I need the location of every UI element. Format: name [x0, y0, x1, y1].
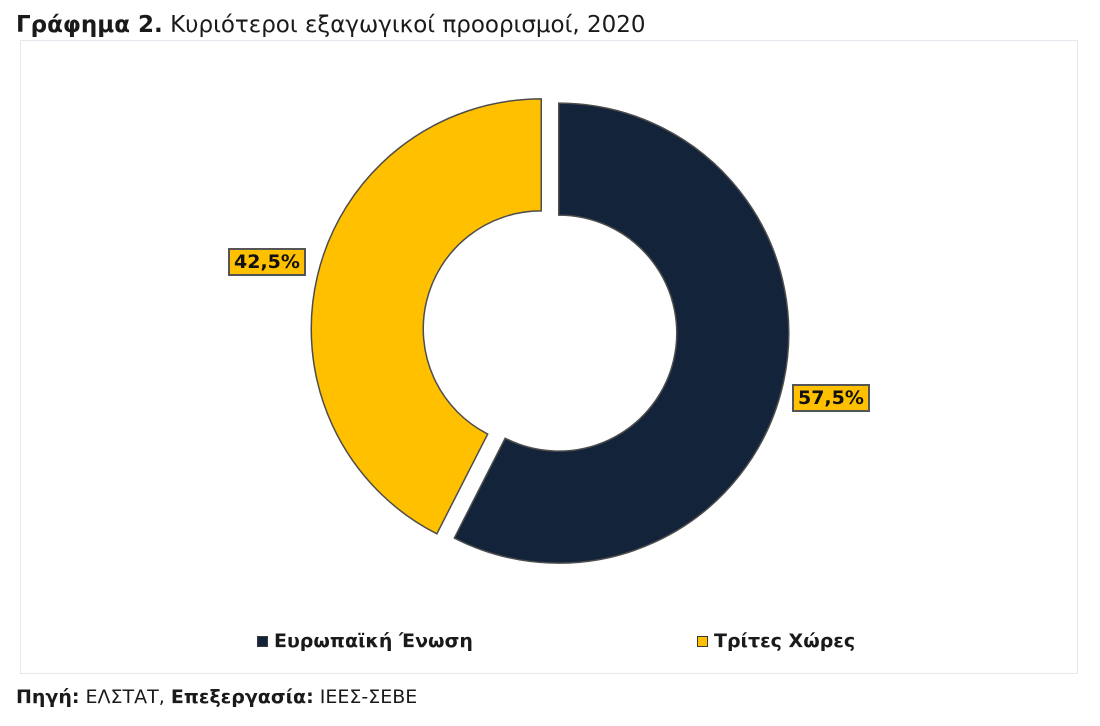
legend-label-third-countries: Τρίτες Χώρες: [714, 630, 856, 652]
source-note: Πηγή: ΕΛΣΤΑΤ, Επεξεργασία: ΙΕΕΣ-ΣΕΒΕ: [16, 684, 417, 710]
legend-label-eu: Ευρωπαϊκή Ένωση: [274, 630, 473, 652]
processing-value: ΙΕΕΣ-ΣΕΒΕ: [319, 686, 418, 708]
donut-chart: [310, 98, 790, 564]
chart-title-text: Κυριότεροι εξαγωγικοί προορισμοί, 2020: [170, 12, 646, 38]
source-label: Πηγή:: [16, 686, 80, 708]
data-label-third-countries: 42,5%: [228, 248, 306, 277]
legend-item-third-countries: Τρίτες Χώρες: [697, 630, 855, 652]
chart-title-prefix: Γράφημα 2.: [16, 12, 163, 38]
chart-legend: Ευρωπαϊκή Ένωση Τρίτες Χώρες: [0, 630, 1100, 658]
chart-area: [20, 40, 1078, 674]
chart-title: Γράφημα 2. Κυριότεροι εξαγωγικοί προορισ…: [16, 10, 646, 40]
data-label-eu: 57,5%: [791, 383, 870, 412]
source-value: ΕΛΣΤΑΤ,: [85, 686, 165, 708]
processing-label: Επεξεργασία:: [170, 686, 314, 708]
legend-swatch-third-countries: [697, 635, 708, 647]
legend-swatch-eu: [257, 635, 268, 647]
donut-segment-third-countries: [310, 98, 542, 535]
donut-segment-eu: [453, 102, 790, 564]
legend-item-eu: Ευρωπαϊκή Ένωση: [257, 630, 473, 652]
